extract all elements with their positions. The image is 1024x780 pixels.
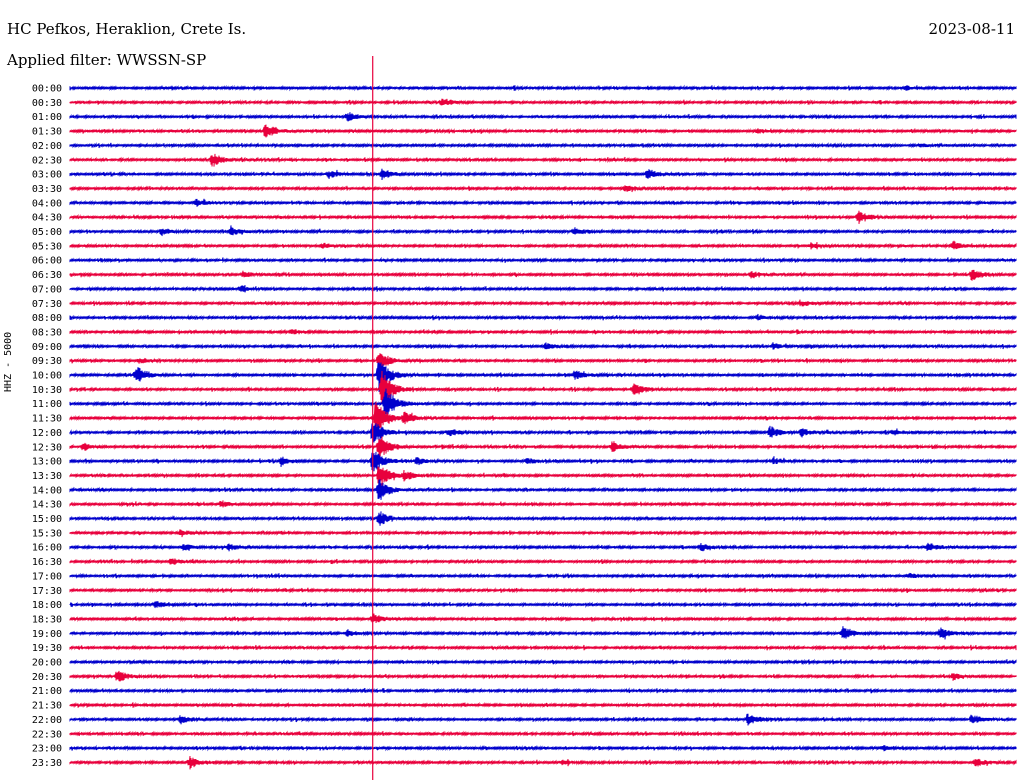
row-time-label: 09:30 [32, 356, 62, 367]
row-time-label: 16:30 [32, 557, 62, 568]
row-time-label: 10:30 [32, 385, 62, 396]
station-title: HC Pefkos, Heraklion, Crete Is. [7, 20, 247, 38]
row-time-label: 13:30 [32, 471, 62, 482]
row-time-label: 05:00 [32, 227, 62, 238]
row-time-label: 10:00 [32, 371, 62, 382]
row-time-label: 17:30 [32, 586, 62, 597]
row-time-label: 15:30 [32, 528, 62, 539]
row-time-label: 16:00 [32, 543, 62, 554]
row-time-label: 03:30 [32, 184, 62, 195]
row-time-label: 21:30 [32, 701, 62, 712]
row-time-label: 08:00 [32, 313, 62, 324]
row-time-label: 09:00 [32, 342, 62, 353]
trace-row [69, 466, 1017, 486]
row-time-label: 06:30 [32, 270, 62, 281]
row-time-label: 21:00 [32, 686, 62, 697]
row-time-label: 15:00 [32, 514, 62, 525]
trace-group [69, 84, 1017, 770]
record-date: 2023-08-11 [928, 20, 1015, 38]
row-time-label: 05:30 [32, 241, 62, 252]
row-time-label: 23:30 [32, 758, 62, 769]
row-time-label: 19:00 [32, 629, 62, 640]
row-time-label: 06:00 [32, 256, 62, 267]
row-time-label: 20:00 [32, 658, 62, 669]
trace-row [69, 613, 1017, 623]
row-time-label: 02:30 [32, 155, 62, 166]
row-time-label: 12:30 [32, 442, 62, 453]
row-time-label: 18:00 [32, 600, 62, 611]
row-time-label: 11:00 [32, 399, 62, 410]
row-time-label: 00:00 [32, 84, 62, 95]
row-time-label: 03:00 [32, 170, 62, 181]
row-time-label: 04:00 [32, 198, 62, 209]
row-time-label: 19:30 [32, 643, 62, 654]
row-time-label: 22:00 [32, 715, 62, 726]
row-time-label: 12:00 [32, 428, 62, 439]
row-time-label: 07:30 [32, 299, 62, 310]
row-time-label: 11:30 [32, 414, 62, 425]
row-time-label: 23:00 [32, 744, 62, 755]
row-time-label: 14:30 [32, 500, 62, 511]
row-time-label: 08:30 [32, 327, 62, 338]
trace-row [69, 240, 1017, 250]
trace-row [69, 436, 1017, 459]
applied-filter-label: Applied filter: WWSSN-SP [7, 51, 207, 69]
trace-row [69, 225, 1017, 237]
row-time-label: 07:00 [32, 284, 62, 295]
trace-row [69, 269, 1017, 281]
row-time-label: 17:00 [32, 571, 62, 582]
row-time-label: 22:30 [32, 729, 62, 740]
row-time-label: 01:00 [32, 112, 62, 123]
row-time-label: 18:30 [32, 614, 62, 625]
row-time-label: 02:00 [32, 141, 62, 152]
row-time-label: 04:30 [32, 213, 62, 224]
row-time-label: 20:30 [32, 672, 62, 683]
tick-labels: 00:00 00:30 01:00 01:30 02:00 02:30 03:00 03:30… [32, 84, 62, 769]
row-time-label: 00:30 [32, 98, 62, 109]
row-time-label: 13:00 [32, 457, 62, 468]
row-time-label: 01:30 [32, 127, 62, 138]
row-time-label: 14:00 [32, 485, 62, 496]
